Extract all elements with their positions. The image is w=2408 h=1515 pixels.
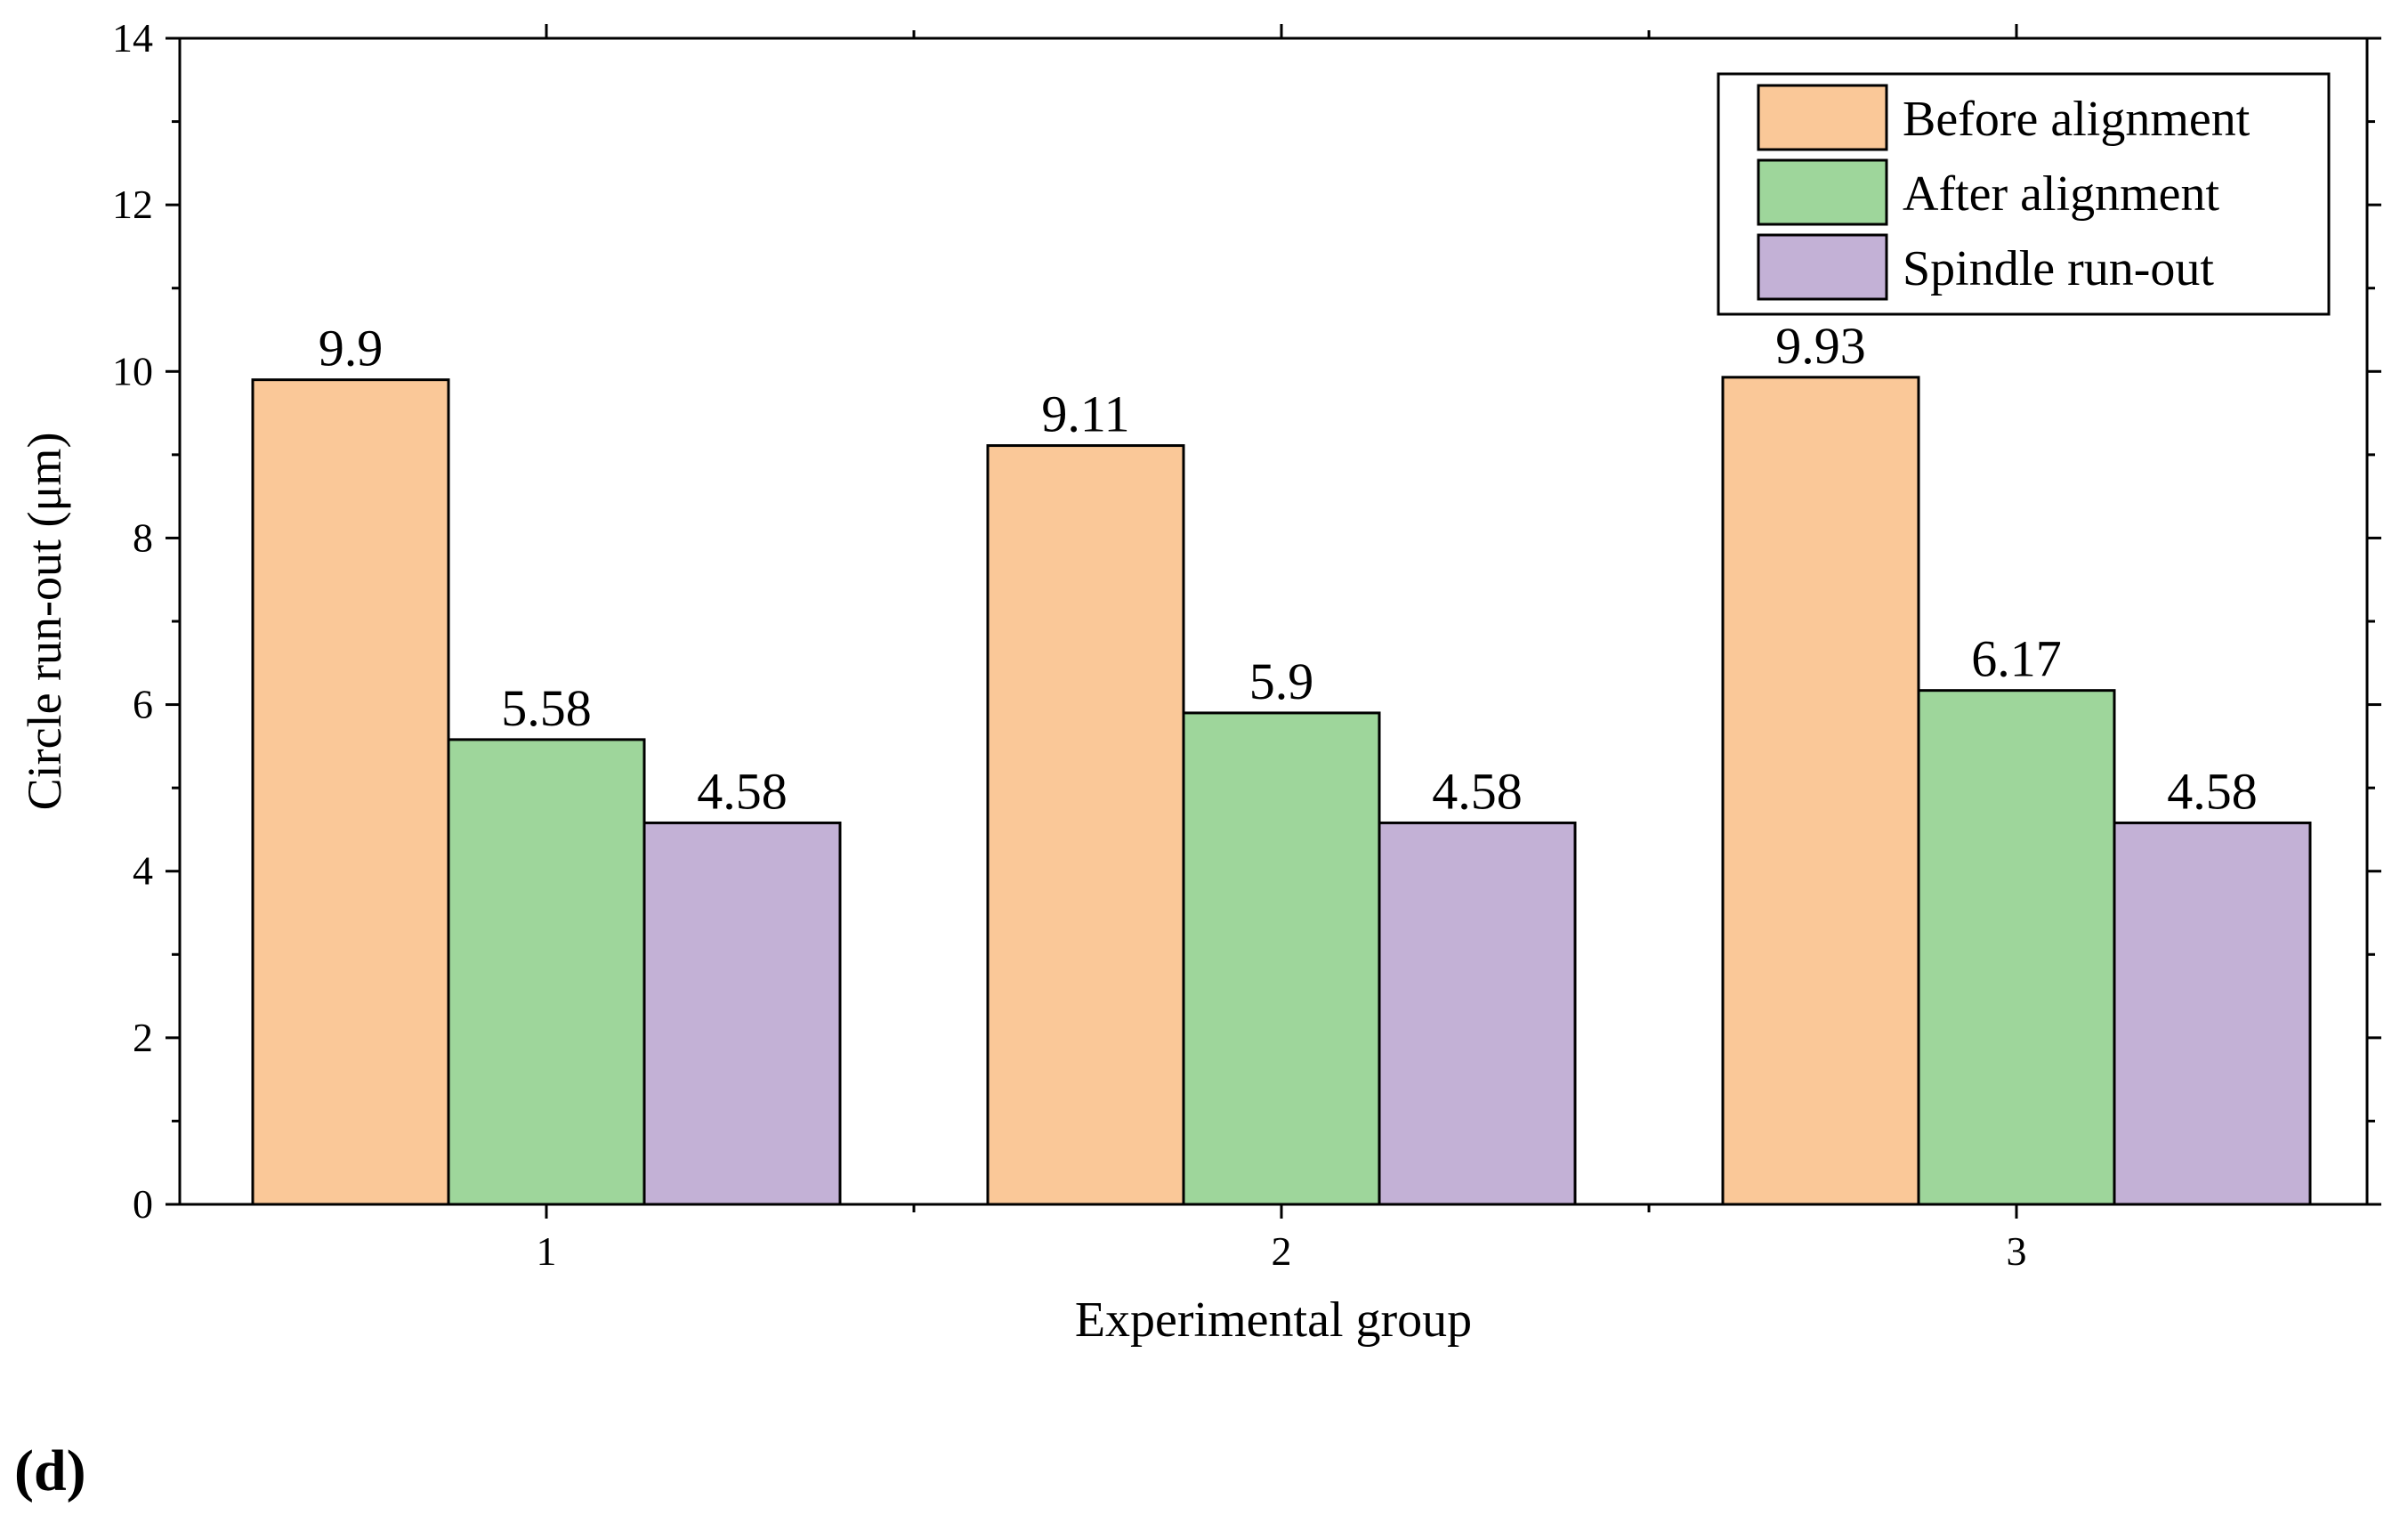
bar-group2-series3 [1378,821,1577,1206]
value-label: 6.17 [1971,630,2062,688]
x-tick-label: 2 [1272,1228,1292,1274]
value-label: 5.9 [1249,652,1314,710]
y-tick-label: 10 [112,348,153,393]
y-tick-label: 14 [112,15,153,61]
legend-swatch [1757,84,1888,151]
y-tick-label: 8 [133,514,153,560]
y-tick-label: 6 [133,682,153,727]
x-tick-label: 1 [537,1228,557,1274]
value-label: 9.9 [319,320,384,377]
bar-group3-series2 [1917,689,2116,1206]
legend-label: Before alignment [1903,92,2250,147]
legend-swatch [1757,233,1888,301]
bar-group1-series3 [642,821,842,1206]
legend: Before alignment After alignment Spindle r… [1717,72,2331,316]
x-axis-label: Experimental group [1075,1292,1472,1348]
legend-label: Spindle run-out [1903,241,2214,296]
bar-group3-series3 [2113,821,2312,1206]
value-label: 4.58 [697,762,788,820]
y-axis: 0 2 4 6 8 10 12 14 [112,15,2381,1227]
bar-group3-series1 [1721,376,1920,1206]
x-tick-label: 3 [2007,1228,2027,1274]
value-label: 9.93 [1775,317,1866,375]
value-labels-layer: 9.9 9.11 9.93 5.58 5.9 6.17 4.58 4.58 4.58 [319,317,2258,821]
bars-layer [251,376,2312,1206]
value-label: 4.58 [1432,762,1523,820]
x-axis: 1 2 3 [537,24,2027,1274]
y-tick-label: 4 [133,848,153,894]
value-label: 9.11 [1041,385,1129,443]
bar-group2-series1 [986,444,1185,1206]
legend-label: After alignment [1903,166,2220,222]
value-label: 4.58 [2167,762,2258,820]
bar-group1-series1 [251,378,450,1206]
y-tick-label: 2 [133,1015,153,1060]
panel-label: (d) [14,1438,86,1503]
y-tick-label: 0 [133,1181,153,1227]
y-axis-label: Circle run-out (μm) [18,433,71,811]
bar-group1-series2 [447,738,646,1206]
value-label: 5.58 [501,679,592,737]
legend-swatch [1757,158,1888,226]
y-tick-label: 12 [112,182,153,227]
bar-group2-series2 [1182,711,1381,1206]
